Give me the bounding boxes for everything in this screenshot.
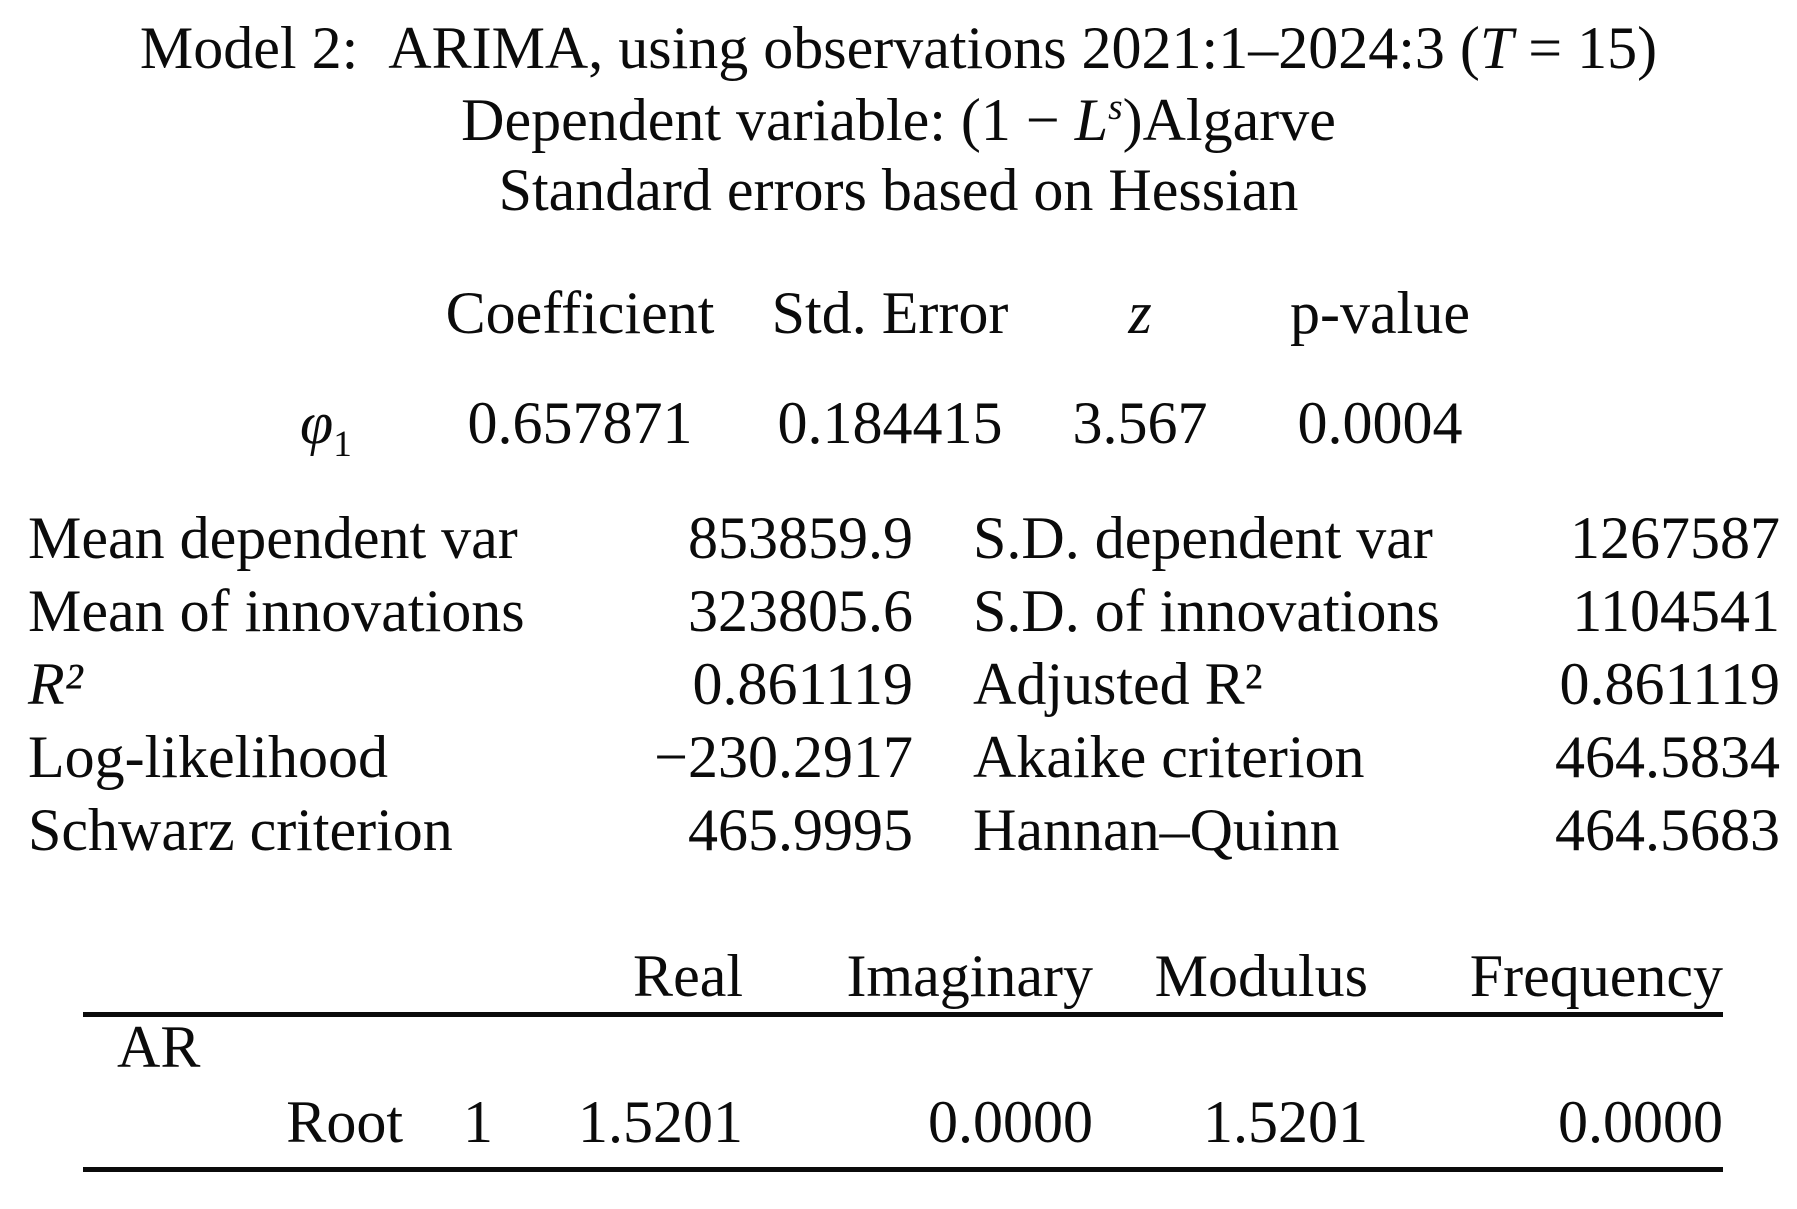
coefficient-table: Coefficient Std. Error z p-value φ1 0.65… bbox=[300, 282, 1520, 463]
phi-symbol: φ bbox=[300, 390, 334, 456]
stats-row-loglikelihood: Log-likelihood −230.2917 Akaike criterio… bbox=[28, 721, 1780, 794]
stats-gap bbox=[913, 502, 973, 575]
stat-label: Adjusted R² bbox=[973, 651, 1263, 717]
stat-label: Schwarz criterion bbox=[28, 797, 453, 863]
stats-row-mean: Mean dependent var 853859.9 S.D. depende… bbox=[28, 502, 1780, 575]
dependent-variable-line: Dependent variable: (1 − Ls)Algarve bbox=[0, 88, 1797, 152]
summary-statistics-table: Mean dependent var 853859.9 S.D. depende… bbox=[28, 502, 1780, 867]
p-value-value: 0.0004 bbox=[1297, 390, 1463, 456]
stat-value: 1104541 bbox=[1572, 578, 1780, 644]
imaginary-header: Imaginary bbox=[846, 943, 1093, 1009]
stat-value: −230.2917 bbox=[654, 724, 913, 790]
lag-operator-symbol: L bbox=[1074, 87, 1109, 153]
roots-header-empty-cell bbox=[403, 938, 493, 1015]
root-frequency-value: 0.0000 bbox=[1558, 1089, 1723, 1155]
std-error-header: Std. Error bbox=[771, 280, 1009, 346]
coefficient-row-phi1: φ1 0.657871 0.184415 3.567 0.0004 bbox=[300, 390, 1520, 463]
real-header: Real bbox=[633, 943, 743, 1009]
root-label: Root bbox=[286, 1089, 403, 1155]
stat-value: 853859.9 bbox=[688, 505, 913, 571]
stats-gap bbox=[913, 721, 973, 794]
stats-gap bbox=[913, 794, 973, 867]
root-row-1: Root 1 1.5201 0.0000 1.5201 0.0000 bbox=[83, 1077, 1723, 1170]
stat-value: 0.861119 bbox=[1559, 651, 1780, 717]
root-real-value: 1.5201 bbox=[578, 1089, 743, 1155]
dependent-variable-prefix: Dependent variable: (1 − bbox=[461, 87, 1075, 153]
stat-label: Hannan–Quinn bbox=[973, 797, 1340, 863]
stat-label: Mean of innovations bbox=[28, 578, 525, 644]
stat-label: Akaike criterion bbox=[973, 724, 1365, 790]
stat-label: Log-likelihood bbox=[28, 724, 388, 790]
stat-label: S.D. dependent var bbox=[973, 505, 1433, 571]
z-stat-value: 3.567 bbox=[1072, 390, 1208, 456]
coefficient-header-empty-cell bbox=[300, 282, 420, 392]
model-title-T-symbol: T bbox=[1479, 15, 1514, 81]
stat-value: 464.5834 bbox=[1555, 724, 1780, 790]
coefficient-header: Coefficient bbox=[445, 280, 715, 346]
stderr-method-line: Standard errors based on Hessian bbox=[498, 157, 1299, 223]
model-title-line: Model 2: ARIMA, using observations 2021:… bbox=[0, 16, 1797, 80]
stats-gap bbox=[913, 575, 973, 648]
stat-value: 465.9995 bbox=[688, 797, 913, 863]
stats-row-innovations: Mean of innovations 323805.6 S.D. of inn… bbox=[28, 575, 1780, 648]
roots-header-row: Real Imaginary Modulus Frequency bbox=[83, 938, 1723, 1015]
stats-row-rsquared: R² 0.861119 Adjusted R² 0.861119 bbox=[28, 648, 1780, 721]
coefficient-table-header-row: Coefficient Std. Error z p-value bbox=[300, 282, 1520, 392]
stat-value: 1267587 bbox=[1570, 505, 1780, 571]
roots-header-empty-cell bbox=[83, 938, 403, 1015]
coefficient-value: 0.657871 bbox=[467, 390, 693, 456]
std-error-value: 0.184415 bbox=[777, 390, 1003, 456]
z-stat-header: z bbox=[1128, 280, 1152, 346]
dependent-variable-suffix: )Algarve bbox=[1122, 87, 1336, 153]
modulus-header: Modulus bbox=[1154, 943, 1368, 1009]
root-imaginary-value: 0.0000 bbox=[928, 1089, 1093, 1155]
ar-roots-table: Real Imaginary Modulus Frequency AR Root… bbox=[83, 938, 1723, 1172]
root-modulus-value: 1.5201 bbox=[1203, 1089, 1368, 1155]
stat-value: 323805.6 bbox=[688, 578, 913, 644]
root-index: 1 bbox=[463, 1089, 493, 1155]
stat-label: Mean dependent var bbox=[28, 505, 518, 571]
phi-subscript: 1 bbox=[333, 424, 352, 465]
ar-section-row: AR bbox=[83, 1015, 1723, 1078]
model-title-prefix: Model 2: ARIMA, using observations 2021:… bbox=[139, 15, 1480, 81]
ar-section-label: AR bbox=[117, 1014, 201, 1080]
p-value-header: p-value bbox=[1290, 280, 1470, 346]
parameter-symbol: φ1 bbox=[300, 390, 420, 463]
stats-row-schwarz: Schwarz criterion 465.9995 Hannan–Quinn … bbox=[28, 794, 1780, 867]
model-title-suffix: = 15) bbox=[1513, 15, 1658, 81]
stat-value: 464.5683 bbox=[1555, 797, 1780, 863]
stat-label: R² bbox=[28, 651, 83, 717]
frequency-header: Frequency bbox=[1469, 943, 1723, 1009]
stat-label: S.D. of innovations bbox=[973, 578, 1440, 644]
stats-gap bbox=[913, 648, 973, 721]
stat-value: 0.861119 bbox=[692, 651, 913, 717]
lag-operator-exponent: s bbox=[1108, 87, 1123, 128]
